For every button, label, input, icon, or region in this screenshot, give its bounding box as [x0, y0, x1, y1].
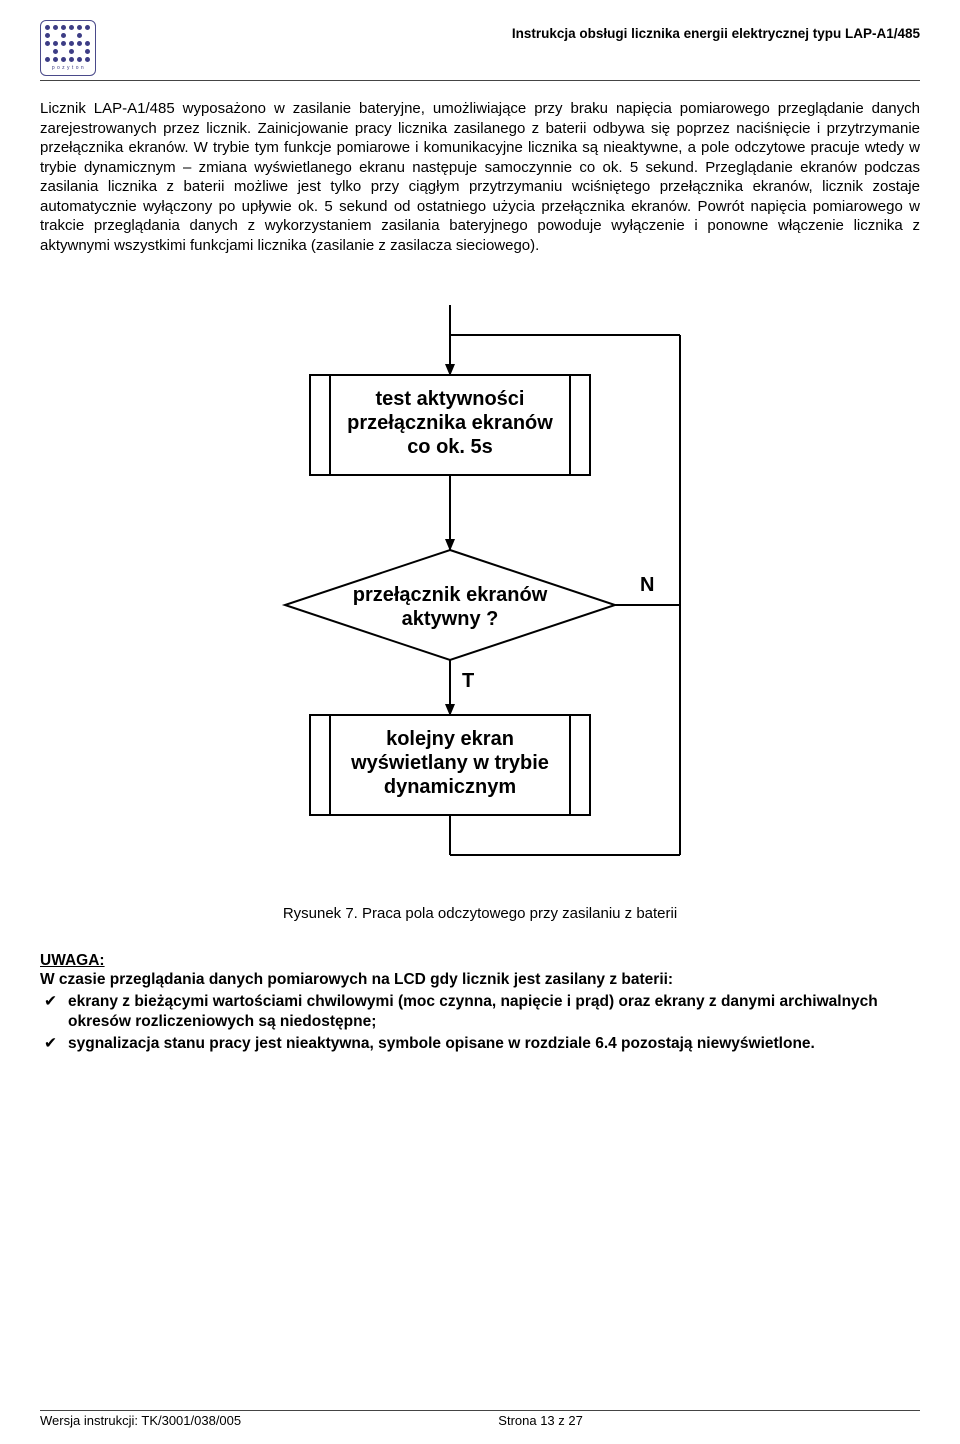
svg-text:dynamicznym: dynamicznym: [384, 776, 516, 798]
decision-label-yes: T: [462, 670, 474, 692]
figure-caption: Rysunek 7. Praca pola odczytowego przy z…: [283, 905, 677, 922]
footer-page: Strona 13 z 27: [161, 1413, 920, 1428]
notice-block: UWAGA: W czasie przeglądania danych pomi…: [40, 952, 920, 1055]
flowchart-node-test: test aktywności przełącznika ekranów co …: [310, 375, 590, 475]
paragraph-text: Licznik LAP-A1/485 wyposażono w zasilani…: [40, 100, 920, 254]
main-paragraph: Licznik LAP-A1/485 wyposażono w zasilani…: [40, 99, 920, 255]
svg-text:test aktywności: test aktywności: [376, 388, 525, 410]
document-title: Instrukcja obsługi licznika energii elek…: [512, 20, 920, 41]
notice-title: UWAGA:: [40, 952, 920, 970]
svg-text:przełącznik ekranów: przełącznik ekranów: [353, 584, 548, 606]
notice-item: sygnalizacja stanu pracy jest nieaktywna…: [68, 1034, 920, 1054]
flowchart-node-next-screen: kolejny ekran wyświetlany w trybie dynam…: [310, 715, 590, 815]
page-header: p o z y t o n Instrukcja obsługi licznik…: [40, 20, 920, 81]
flowchart-container: test aktywności przełącznika ekranów co …: [40, 285, 920, 922]
svg-text:co ok. 5s: co ok. 5s: [407, 436, 493, 458]
flowchart-svg: test aktywności przełącznika ekranów co …: [220, 285, 740, 885]
notice-item: ekrany z bieżącymi wartościami chwilowym…: [68, 992, 920, 1032]
logo-text: p o z y t o n: [45, 65, 91, 71]
page-footer: Wersja instrukcji: TK/3001/038/005 Stron…: [40, 1410, 920, 1428]
notice-lead: W czasie przeglądania danych pomiarowych…: [40, 970, 920, 990]
svg-text:przełącznika ekranów: przełącznika ekranów: [347, 412, 553, 434]
decision-label-no: N: [640, 574, 654, 596]
notice-list: ekrany z bieżącymi wartościami chwilowym…: [40, 992, 920, 1054]
logo-dot-grid: [45, 25, 91, 63]
svg-text:kolejny ekran: kolejny ekran: [386, 728, 514, 750]
flowchart-node-decision: przełącznik ekranów aktywny ?: [285, 550, 615, 660]
brand-logo: p o z y t o n: [40, 20, 96, 76]
svg-text:aktywny ?: aktywny ?: [402, 608, 499, 630]
svg-text:wyświetlany w trybie: wyświetlany w trybie: [350, 752, 549, 774]
